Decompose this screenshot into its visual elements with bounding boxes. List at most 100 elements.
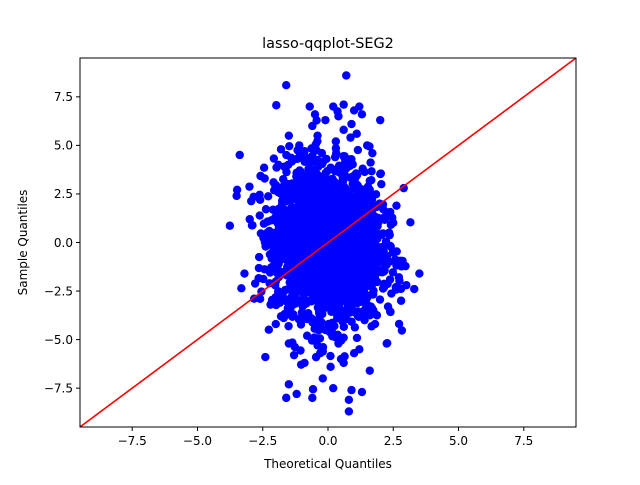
data-point — [392, 201, 401, 210]
data-point — [271, 319, 280, 329]
data-point — [350, 323, 360, 332]
data-point — [260, 174, 269, 183]
data-point — [282, 297, 291, 306]
x-axis-label: Theoretical Quantiles — [263, 457, 392, 471]
data-point — [396, 296, 406, 305]
data-point — [303, 287, 313, 297]
data-point — [276, 312, 286, 321]
data-point — [328, 265, 337, 274]
data-point — [273, 239, 283, 249]
data-point — [360, 315, 369, 325]
data-point — [365, 366, 374, 375]
data-point — [357, 110, 367, 119]
data-point — [297, 308, 307, 317]
data-point — [245, 215, 254, 224]
y-tick-label: 5.0 — [54, 139, 73, 153]
data-point — [341, 157, 350, 166]
data-point — [397, 262, 406, 271]
data-point — [382, 338, 392, 348]
data-point — [317, 278, 326, 288]
data-point — [364, 275, 374, 285]
data-point — [326, 220, 336, 229]
data-point — [306, 194, 315, 203]
data-point — [290, 275, 300, 284]
data-point — [245, 182, 254, 191]
x-ticks: −7.5 −5.0 −2.5 0.0 2.5 5.0 7.5 — [118, 427, 533, 448]
data-point — [284, 380, 294, 389]
data-point — [350, 297, 359, 307]
y-tick-label: −5.0 — [44, 333, 73, 347]
data-point — [329, 383, 338, 393]
data-point — [279, 175, 288, 184]
data-point — [310, 110, 320, 119]
data-point — [282, 80, 291, 90]
data-point — [313, 207, 323, 216]
data-point — [287, 179, 297, 188]
data-point — [274, 204, 284, 214]
data-point — [347, 385, 356, 395]
data-point — [351, 173, 360, 182]
data-point — [397, 326, 407, 335]
y-tick-label: 7.5 — [54, 90, 73, 104]
data-point — [259, 163, 269, 172]
data-point — [346, 218, 356, 228]
data-point — [260, 265, 269, 274]
data-point — [333, 184, 343, 194]
data-point — [335, 289, 344, 298]
data-point — [288, 247, 297, 256]
data-point — [308, 385, 318, 394]
data-point — [388, 248, 398, 257]
data-point — [271, 293, 280, 302]
y-tick-label: −2.5 — [44, 284, 73, 298]
data-point — [374, 218, 383, 227]
data-point — [276, 145, 286, 154]
data-point — [225, 221, 235, 230]
data-point — [293, 228, 303, 238]
data-point — [255, 211, 264, 220]
data-point — [344, 395, 354, 405]
data-point — [313, 303, 323, 312]
data-point — [391, 255, 400, 264]
data-point — [326, 205, 335, 214]
data-point — [339, 100, 348, 109]
data-point — [284, 305, 293, 315]
data-point — [305, 102, 314, 111]
x-tick-label: 2.5 — [384, 434, 403, 448]
data-point — [349, 106, 359, 115]
data-point — [364, 227, 374, 236]
data-point — [278, 290, 287, 299]
data-point — [369, 254, 378, 263]
data-point — [380, 261, 390, 270]
data-point — [352, 333, 362, 343]
y-tick-label: 0.0 — [54, 236, 73, 250]
data-point — [269, 154, 279, 163]
reference-line-layer — [80, 58, 576, 427]
data-point — [284, 222, 293, 232]
data-point — [399, 183, 408, 193]
data-point — [379, 247, 388, 256]
data-point — [300, 147, 309, 156]
x-tick-label: −7.5 — [118, 434, 147, 448]
data-point — [352, 129, 361, 138]
data-point — [294, 196, 303, 206]
data-point — [310, 319, 319, 328]
data-point — [383, 302, 393, 311]
data-point — [377, 179, 386, 189]
data-point — [329, 102, 338, 111]
x-tick-label: −5.0 — [183, 434, 212, 448]
data-point — [365, 311, 375, 320]
data-point — [319, 173, 329, 183]
data-point — [334, 112, 343, 121]
x-tick-label: 5.0 — [449, 434, 468, 448]
data-point — [387, 289, 396, 298]
data-point — [309, 157, 319, 166]
data-point — [352, 219, 362, 228]
data-point — [312, 146, 321, 155]
data-point — [286, 187, 295, 196]
data-point — [298, 239, 307, 248]
data-point — [316, 288, 326, 297]
data-point — [339, 358, 348, 368]
data-point — [255, 195, 265, 204]
data-point — [266, 249, 275, 259]
